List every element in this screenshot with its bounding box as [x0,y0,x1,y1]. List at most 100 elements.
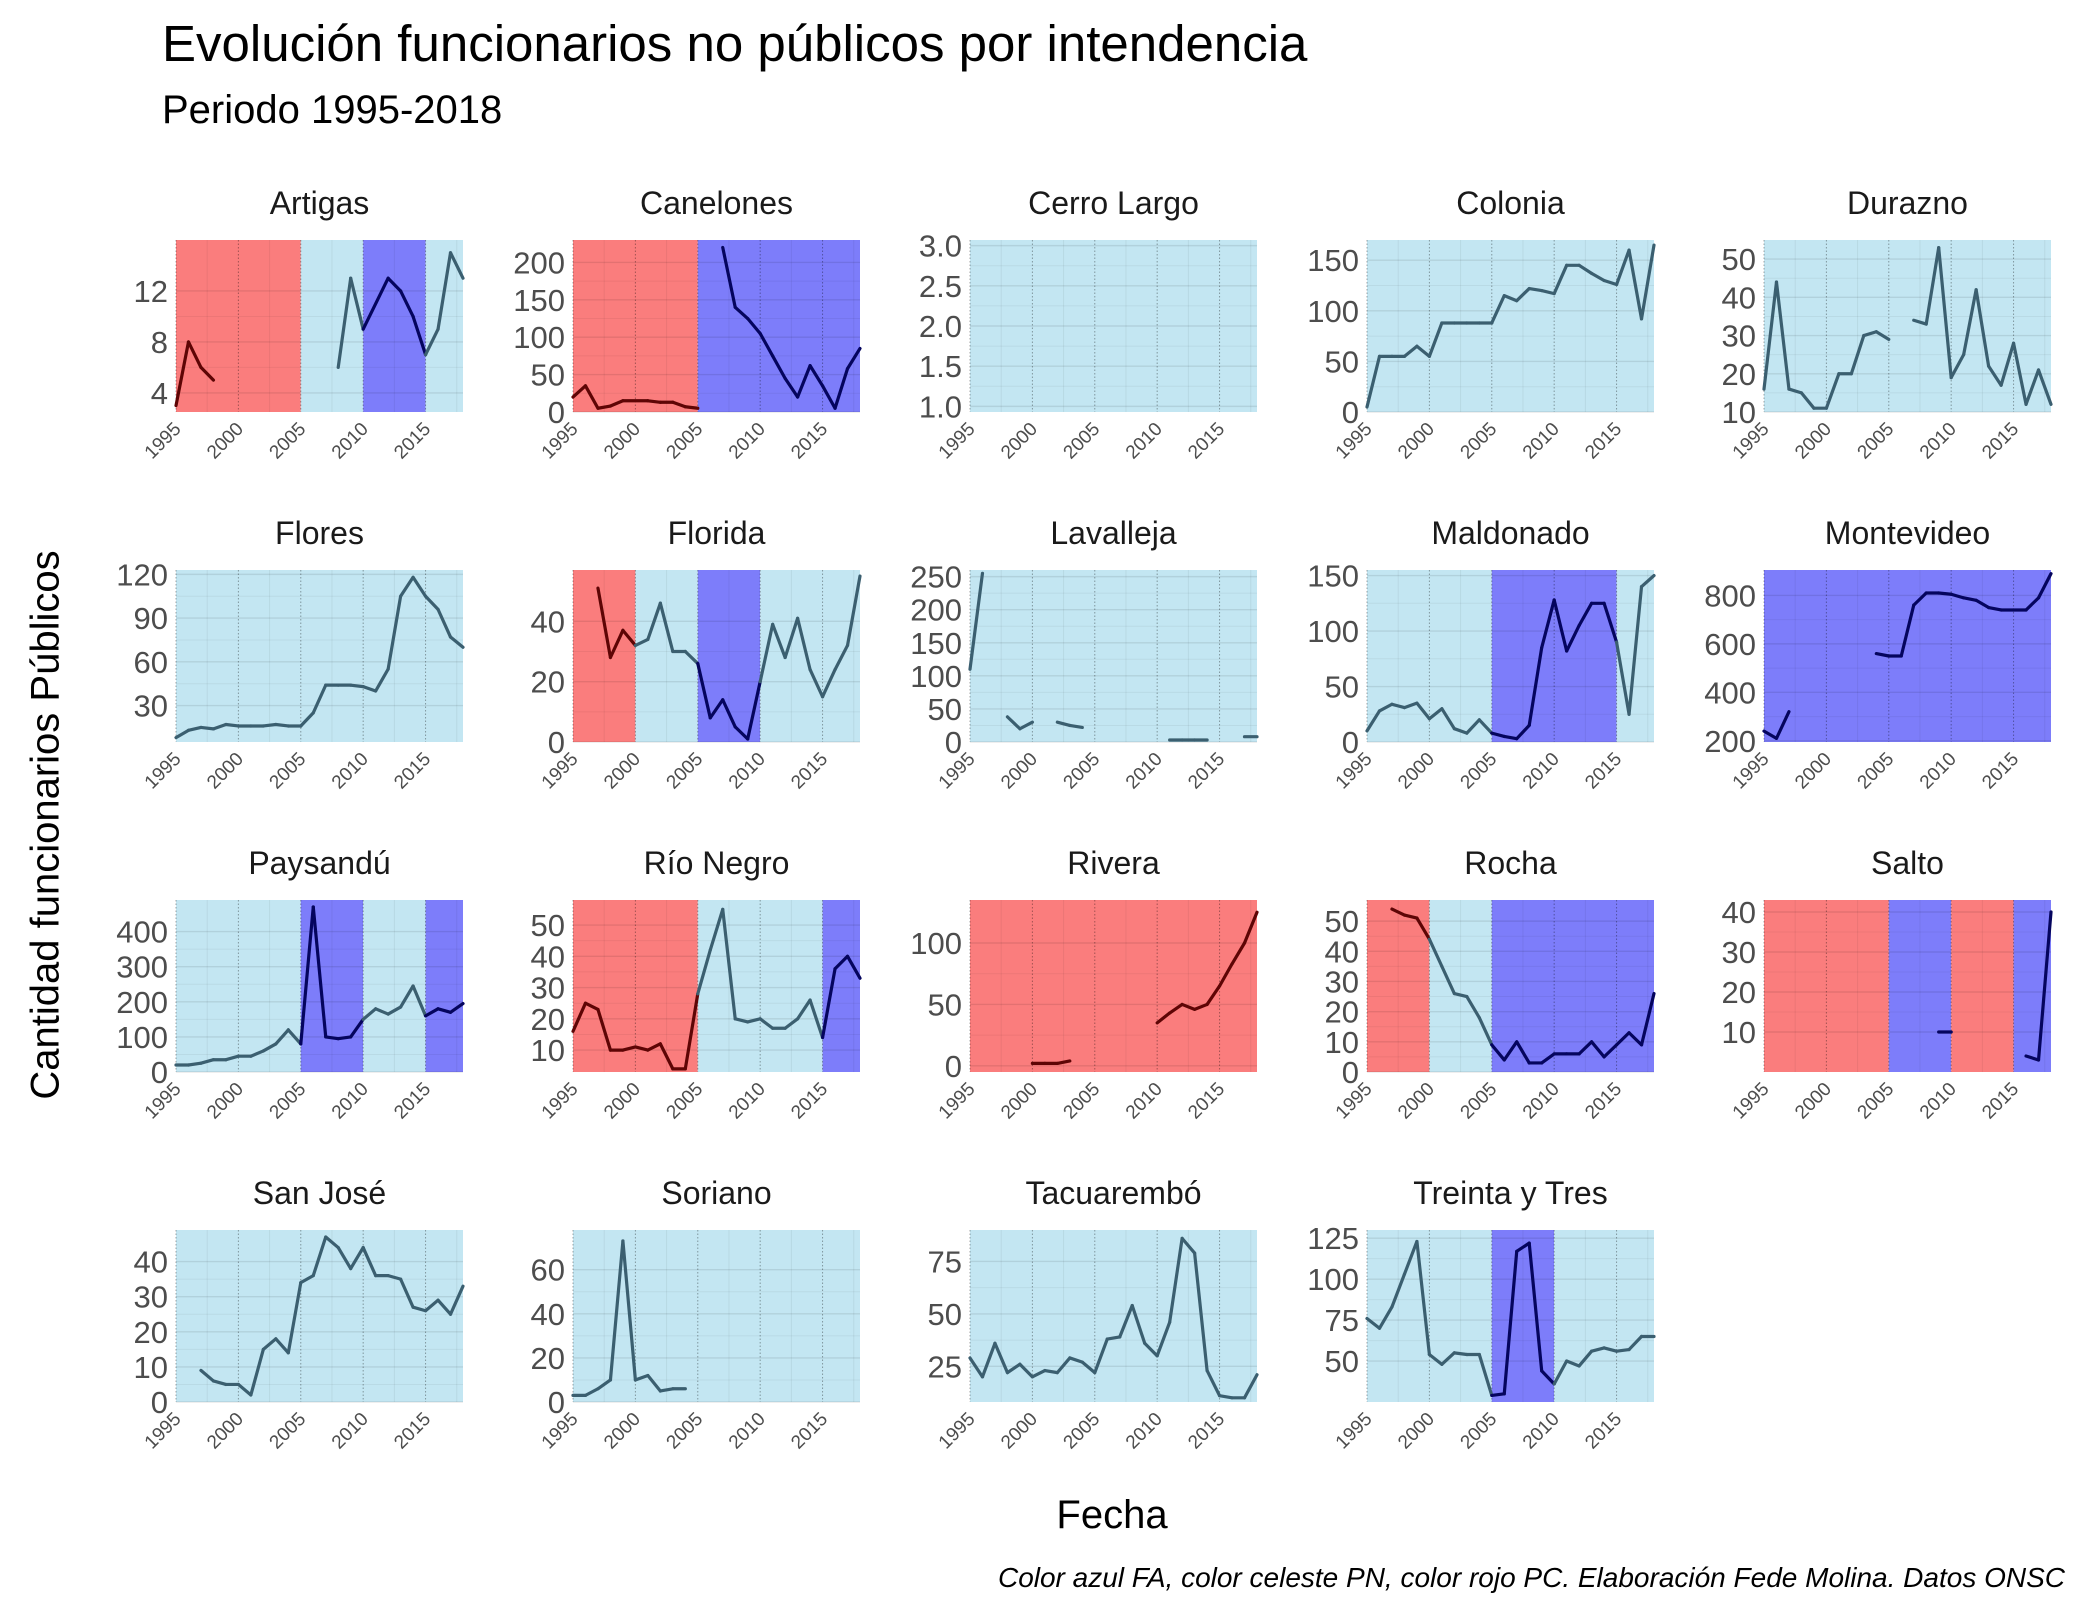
data-line-segment [1762,729,1779,740]
data-line-segment [1540,288,1556,296]
data-line-segment [324,1035,340,1041]
y-tick-label: 50 [531,358,565,393]
data-line-segment [993,1341,1010,1375]
panel-title: Río Negro [644,845,790,881]
data-line-segment [1999,341,2016,387]
y-tick-label: 250 [910,560,962,595]
data-line-segment [2024,1054,2041,1062]
data-line-segment [1193,1002,1209,1011]
x-tick-label: 2010 [1916,1079,1961,1124]
party-period-pn [1429,900,1492,1072]
data-line-segment [1602,601,1619,644]
party-period-fa [1491,900,1654,1072]
x-tick-label: 2015 [1978,1079,2023,1124]
data-line-segment [1427,707,1444,721]
data-line-segment [1440,1351,1456,1366]
panel-title: Treinta y Tres [1413,1175,1607,1211]
data-line-segment [1639,991,1656,1047]
data-line-segment [683,405,700,410]
data-line-segment [1427,1352,1444,1366]
panel-salto: Salto 10 20 30 40 1995 2000 2005 2010 2015 [1722,845,2053,1124]
y-tick-label: 20 [531,1002,565,1037]
y-tick-label: 0 [548,1385,565,1420]
data-line-segment [646,1373,662,1393]
y-tick-label: 400 [116,915,168,950]
y-tick-label: 3.0 [919,229,962,264]
data-line-segment [980,1341,997,1379]
panel-treinta-y-tres: Treinta y Tres 50 75 100 125 1995 2000 2005 2010… [1307,1175,1656,1453]
data-line-segment [671,400,687,409]
data-line-segment [1774,710,1791,740]
data-line-segment [646,399,662,404]
x-tick-label: 2010 [1122,1079,1167,1124]
data-line-segment [423,594,440,611]
x-tick-label: 2005 [1854,419,1899,464]
x-tick-label: 2015 [1978,419,2023,464]
party-period-pn [970,1230,1257,1402]
y-tick-label: 0 [548,725,565,760]
data-line-segment [1193,1251,1209,1373]
data-line-segment [1502,294,1519,303]
x-tick-label: 2015 [787,1409,832,1454]
x-tick-label: 2010 [1519,749,1564,794]
data-line-segment [608,399,625,408]
data-line-segment [1452,1351,1469,1357]
data-line-segment [1490,1392,1506,1398]
data-line-segment [1974,288,1991,368]
data-line-segment [299,1274,315,1285]
data-line-segment [696,948,712,996]
data-line-segment [808,667,825,699]
party-period-pc [176,240,301,412]
data-line-segment [633,637,650,648]
data-line-segment [448,635,465,649]
chart-caption: Color azul FA, color celeste PN, color r… [997,1562,2065,1593]
x-tick-label: 2015 [787,749,832,794]
y-tick-label: 50 [1722,242,1756,277]
data-line-segment [1515,286,1531,303]
x-tick-label: 2015 [1184,749,1229,794]
data-line-segment [1924,246,1941,326]
party-period-pn [1367,570,1492,742]
data-line-segment [1602,1346,1619,1353]
data-line-segment [1565,623,1581,653]
y-tick-label: 150 [1307,243,1359,278]
x-tick-label: 2005 [266,749,311,794]
data-line-segment [1205,1368,1222,1398]
data-line-segment [746,316,762,336]
data-line-segment [1849,333,1866,376]
party-period-pn [760,570,860,742]
panel-title: Rocha [1464,845,1557,881]
data-line-segment [399,984,415,1009]
x-tick-label: 2015 [1184,419,1229,464]
data-line-segment [186,1061,203,1067]
data-line-segment [1614,1031,1631,1047]
data-line-segment [571,1001,588,1033]
data-line-segment [583,1001,600,1012]
x-tick-label: 1995 [141,1409,186,1454]
data-line-segment [1402,701,1419,710]
data-line-segment [683,649,700,666]
x-tick-label: 2010 [725,1409,770,1454]
data-line-segment [1390,907,1407,917]
y-tick-label: 10 [1325,1025,1359,1060]
data-line-segment [1402,1239,1419,1276]
x-tick-label: 2000 [203,749,248,794]
x-axis-label: Fecha [1056,1493,1168,1537]
data-line-segment [1427,937,1444,968]
panel-tacuarembo: Tacuarembó 25 50 75 1995 2000 2005 2010 2015 [928,1175,1259,1454]
data-line-segment [1614,640,1631,716]
data-line-segment [1377,702,1394,713]
data-line-segment [1774,280,1791,391]
x-tick-label: 2000 [203,419,248,464]
x-tick-label: 2005 [1060,1079,1105,1124]
data-line-segment [633,1045,650,1052]
x-tick-label: 2005 [266,1409,311,1454]
data-line-segment [796,364,812,399]
data-line-segment [721,907,737,1021]
data-line-segment [211,722,228,731]
x-tick-label: 2005 [1060,1409,1105,1454]
y-tick-label: 120 [116,557,168,592]
